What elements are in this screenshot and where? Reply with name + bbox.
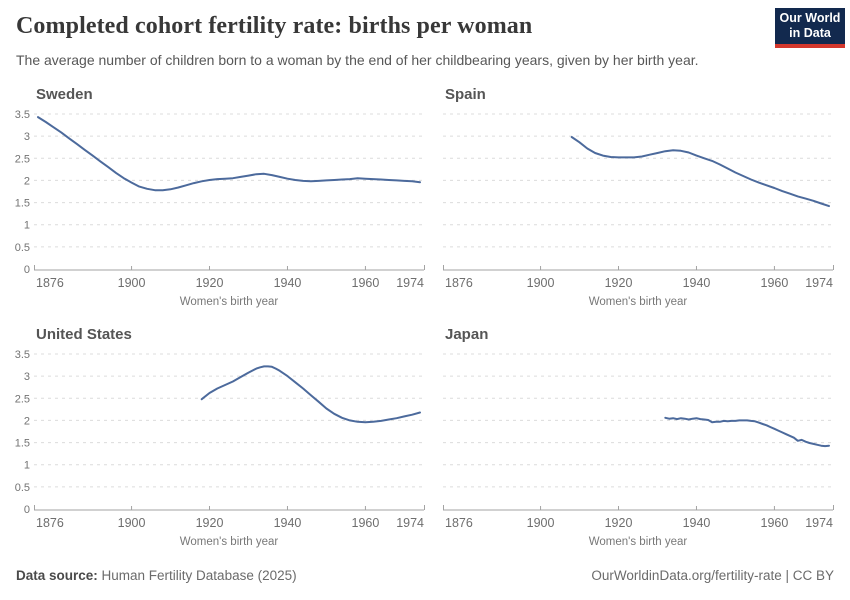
y-tick-label: 3 — [24, 131, 30, 143]
x-tick-label: 1940 — [683, 516, 711, 530]
owid-logo-line1: Our World — [779, 10, 841, 25]
x-axis-title: Women's birth year — [180, 536, 279, 548]
x-tick-label: 1974 — [805, 516, 833, 530]
x-tick-label: 1900 — [527, 276, 555, 290]
facet-title-spain: Spain — [445, 86, 486, 103]
y-tick-label: 3.5 — [15, 109, 30, 121]
y-tick-label: 2 — [24, 415, 30, 427]
facet-united-states: United States 0 0.5 1 1.5 2 2.5 3 3.5 1876 1900 192… — [15, 326, 425, 548]
facet-japan: Japan 1876 1900 1920 1940 1960 1974 Women's bir… — [443, 326, 834, 548]
x-tick-label: 1940 — [274, 276, 302, 290]
x-tick-label: 1960 — [761, 516, 789, 530]
y-tick-label: 0 — [24, 504, 30, 516]
data-source-value: Human Fertility Database (2025) — [97, 568, 297, 583]
x-tick-label: 1960 — [761, 276, 789, 290]
x-tick-label: 1920 — [196, 276, 224, 290]
x-tick-label: 1876 — [36, 276, 64, 290]
y-tick-label: 3.5 — [15, 349, 30, 361]
y-tick-label: 2.5 — [15, 153, 30, 165]
x-tick-label: 1940 — [683, 276, 711, 290]
y-tick-label: 0 — [24, 264, 30, 276]
facet-title-sweden: Sweden — [36, 86, 93, 103]
x-tick-label: 1900 — [118, 276, 146, 290]
facet-title-united-states: United States — [36, 326, 132, 343]
x-tick-label: 1876 — [445, 276, 473, 290]
y-tick-label: 0.5 — [15, 242, 30, 254]
line-united-states — [200, 365, 421, 424]
facet-title-japan: Japan — [445, 326, 488, 343]
x-tick-label: 1900 — [527, 516, 555, 530]
x-tick-label: 1974 — [805, 276, 833, 290]
line-japan — [664, 416, 830, 448]
y-tick-label: 1 — [24, 460, 30, 472]
facet-sweden: Sweden 0 0.5 1 1.5 2 2.5 3 3.5 1876 1900 1920 1940 19… — [15, 86, 425, 308]
chart-footer: Data source: Human Fertility Database (2… — [16, 568, 834, 583]
facet-spain: Spain 1876 1900 1920 1940 1960 1974 Women's bir… — [443, 86, 834, 308]
x-axis-title: Women's birth year — [180, 296, 279, 308]
x-axis-title: Women's birth year — [589, 536, 688, 548]
x-tick-label: 1900 — [118, 516, 146, 530]
line-spain — [570, 136, 830, 208]
data-source-label: Data source: — [16, 568, 98, 583]
x-tick-label: 1960 — [352, 276, 380, 290]
data-source: Data source: Human Fertility Database (2… — [16, 568, 297, 583]
x-tick-label: 1920 — [196, 516, 224, 530]
chart-title: Completed cohort fertility rate: births … — [16, 13, 533, 39]
line-sweden — [37, 116, 421, 192]
x-tick-label: 1960 — [352, 516, 380, 530]
y-tick-label: 1 — [24, 220, 30, 232]
x-tick-label: 1974 — [396, 516, 424, 530]
y-tick-label: 0.5 — [15, 482, 30, 494]
y-tick-label: 1.5 — [15, 198, 30, 210]
x-tick-label: 1920 — [605, 516, 633, 530]
x-tick-label: 1876 — [445, 516, 473, 530]
x-tick-label: 1876 — [36, 516, 64, 530]
y-tick-label: 2 — [24, 175, 30, 187]
y-tick-label: 2.5 — [15, 393, 30, 405]
owid-logo: Our World in Data — [775, 8, 845, 48]
x-tick-label: 1940 — [274, 516, 302, 530]
attribution-text: OurWorldinData.org/fertility-rate | CC B… — [591, 568, 834, 583]
x-tick-label: 1920 — [605, 276, 633, 290]
owid-logo-line2: in Data — [789, 26, 831, 40]
y-tick-label: 1.5 — [15, 438, 30, 450]
chart-subtitle: The average number of children born to a… — [16, 52, 699, 68]
x-axis-title: Women's birth year — [589, 296, 688, 308]
y-tick-label: 3 — [24, 371, 30, 383]
x-tick-label: 1974 — [396, 276, 424, 290]
chart-canvas: Sweden 0 0.5 1 1.5 2 2.5 3 3.5 1876 1900 1920 1940 19… — [15, 86, 834, 548]
